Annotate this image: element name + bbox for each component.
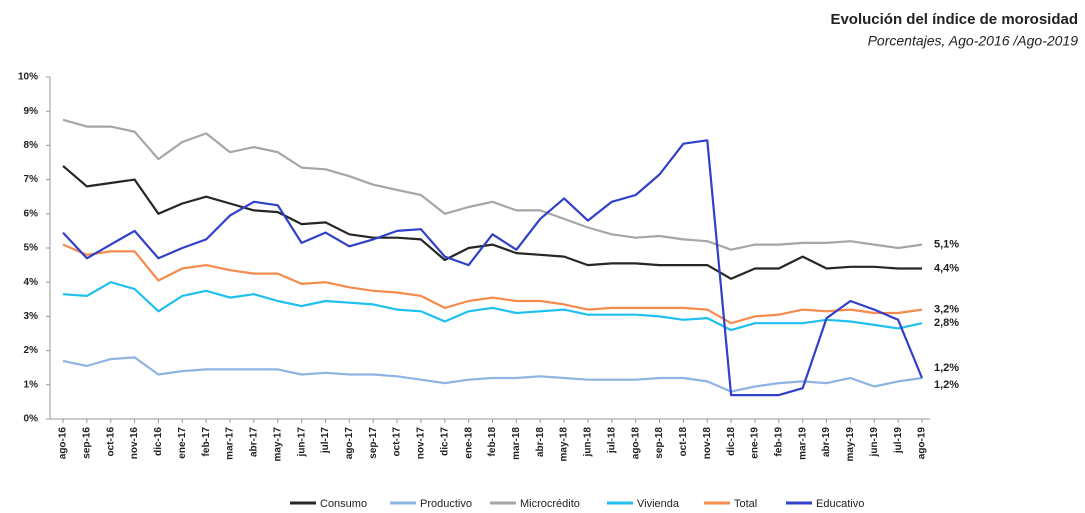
x-tick-label: may-19 <box>845 427 856 462</box>
x-tick-label: jul-19 <box>893 427 904 455</box>
y-tick-label: 7% <box>24 174 39 185</box>
y-tick-label: 8% <box>24 140 39 151</box>
series-line <box>62 243 923 325</box>
series-line <box>62 356 923 393</box>
y-tick-label: 1% <box>24 379 39 390</box>
x-tick-label: jun-18 <box>583 427 594 458</box>
x-tick-label: mar-18 <box>511 427 522 460</box>
x-tick-label: nov-17 <box>416 427 427 460</box>
x-tick-label: ago-19 <box>917 427 928 460</box>
x-tick-label: mar-17 <box>225 427 236 460</box>
legend-label: Vivienda <box>637 498 680 510</box>
x-tick-label: nov-16 <box>129 427 140 460</box>
chart-title: Evolución del índice de morosidad <box>830 11 1078 28</box>
legend-label: Educativo <box>816 498 864 510</box>
x-tick-label: sep-17 <box>368 427 379 459</box>
x-tick-label: jun-17 <box>296 427 307 458</box>
x-tick-label: may-18 <box>559 427 570 462</box>
x-tick-label: mar-19 <box>797 427 808 460</box>
series-line <box>62 165 922 280</box>
x-tick-label: ene-19 <box>750 427 761 459</box>
x-tick-label: abr-19 <box>821 427 832 457</box>
y-tick-label: 5% <box>24 243 39 254</box>
x-tick-label: sep-18 <box>654 427 665 459</box>
legend-label: Microcrédito <box>520 498 580 510</box>
x-tick-label: ene-18 <box>463 427 474 459</box>
legend-label: Consumo <box>320 498 367 510</box>
legend-label: Total <box>734 498 757 510</box>
x-tick-label: abr-17 <box>249 427 260 457</box>
x-tick-label: ago-17 <box>344 427 355 460</box>
chart-subtitle: Porcentajes, Ago-2016 /Ago-2019 <box>868 33 1079 49</box>
x-tick-label: ago-16 <box>58 427 69 460</box>
x-tick-label: abr-18 <box>535 427 546 457</box>
x-tick-label: jun-19 <box>869 427 880 458</box>
x-tick-label: feb-18 <box>487 427 498 457</box>
value-label: 5,1% <box>934 238 959 250</box>
series-line <box>62 281 923 332</box>
y-tick-label: 2% <box>24 345 39 356</box>
legend-label: Productivo <box>420 498 472 510</box>
x-tick-label: jul-18 <box>606 427 617 455</box>
y-tick-label: 4% <box>24 277 39 288</box>
x-tick-label: oct-18 <box>678 427 689 457</box>
x-tick-label: nov-18 <box>702 427 713 460</box>
x-tick-label: feb-17 <box>201 427 212 457</box>
value-label: 2,8% <box>934 317 959 329</box>
x-tick-label: ago-18 <box>630 427 641 460</box>
value-label: 1,2% <box>934 379 959 391</box>
value-label: 4,4% <box>934 262 959 274</box>
y-tick-label: 10% <box>18 72 38 83</box>
x-tick-label: may-17 <box>272 427 283 462</box>
x-tick-label: dic-17 <box>439 427 450 456</box>
x-tick-label: oct-16 <box>105 427 116 457</box>
x-tick-label: oct-17 <box>392 427 403 457</box>
series-line <box>62 118 923 251</box>
y-tick-label: 3% <box>24 311 39 322</box>
x-tick-label: sep-16 <box>82 427 93 459</box>
x-tick-label: ene-17 <box>177 427 188 459</box>
y-tick-label: 9% <box>24 106 39 117</box>
series-line <box>62 139 924 397</box>
value-label: 1,2% <box>934 362 959 374</box>
x-tick-label: jul-17 <box>320 427 331 455</box>
y-tick-label: 0% <box>24 414 39 425</box>
x-tick-label: feb-19 <box>773 427 784 457</box>
x-tick-label: dic-18 <box>726 427 737 456</box>
value-label: 3,2% <box>934 303 959 315</box>
y-tick-label: 6% <box>24 208 39 219</box>
x-tick-label: dic-16 <box>153 427 164 456</box>
